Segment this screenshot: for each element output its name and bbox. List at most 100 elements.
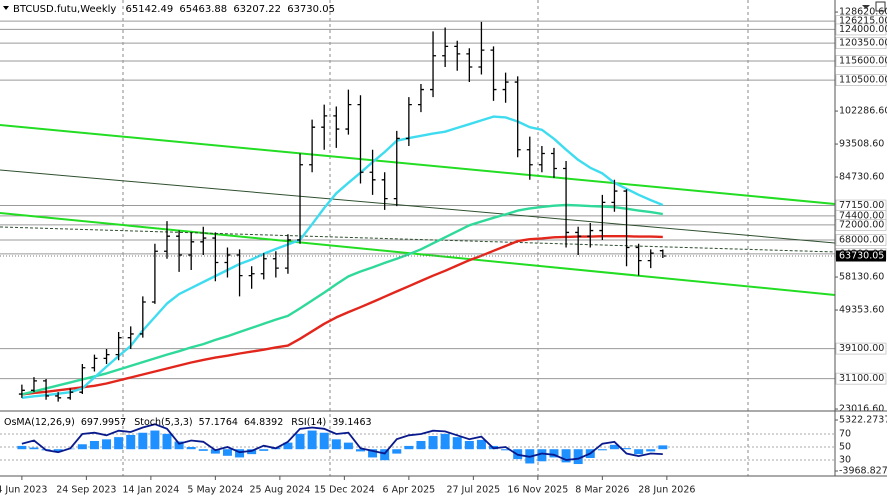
high-readout: 65463.88 <box>179 4 227 15</box>
level-label-box <box>835 342 887 355</box>
y-tick-label: 93508.60 <box>839 139 884 150</box>
level-label: 120350.00 <box>839 38 887 49</box>
open-readout: 65142.49 <box>126 4 174 15</box>
ohlc-bar <box>454 40 461 71</box>
ohlc-bar <box>284 234 291 274</box>
osma-bar <box>331 439 341 450</box>
ohlc-bar <box>393 130 400 207</box>
ohlc-bar <box>442 27 449 68</box>
moving-average <box>21 115 664 399</box>
ohlc-bar <box>417 83 424 113</box>
osma-bar <box>89 440 99 450</box>
ohlc-bar <box>212 232 219 282</box>
ohlc-bar <box>599 194 606 240</box>
moving-average <box>21 203 663 396</box>
osma-bar <box>102 439 112 450</box>
level-label: 68000.00 <box>839 234 884 245</box>
osma-bar <box>114 437 124 450</box>
ohlc-bar <box>139 296 146 338</box>
osma-bar <box>222 449 232 456</box>
osma-bar <box>174 441 184 450</box>
ohlc-bar <box>91 354 98 372</box>
ohlc-bar <box>550 147 557 178</box>
x-tick-label: 24 Sep 2023 <box>56 485 116 496</box>
level-label: 115600.00 <box>839 56 887 67</box>
scroll-button[interactable] <box>862 5 870 9</box>
level-label-box <box>835 372 887 385</box>
x-tick-label: 5 May 2024 <box>187 485 243 496</box>
level-label-box <box>835 74 887 86</box>
osma-bar <box>138 432 148 450</box>
y-tick-label: 84730.60 <box>839 172 884 183</box>
osma-bar <box>428 436 438 450</box>
oscillator-plot <box>0 423 835 465</box>
ohlc-bar <box>55 392 62 402</box>
axes: 128620.60 102286.60 93508.60 84730.60 58130.… <box>0 7 887 496</box>
level-label-box <box>835 23 887 36</box>
osma-bar <box>186 447 196 450</box>
ohlc-bar <box>381 172 388 210</box>
rsi-line <box>21 423 663 461</box>
ohlc-bar <box>151 243 158 304</box>
ohlc-bar <box>188 232 195 271</box>
ohlc-bar <box>79 363 86 395</box>
ohlc-bar <box>369 149 376 195</box>
osma-bar <box>440 433 450 450</box>
ohlc-bar <box>647 249 654 269</box>
osma-bar <box>476 439 486 450</box>
level-label-box <box>835 37 887 49</box>
osma-bar <box>17 445 27 450</box>
menu-arrow[interactable] <box>3 6 9 10</box>
rsi-tick-label: 50 <box>839 441 851 452</box>
ohlc-bar <box>248 266 255 289</box>
oscillator-header: OsMA(12,26,9) 697.9957 Stoch(5,3,3) 57.1… <box>4 417 372 428</box>
osma-bar <box>368 449 378 458</box>
ohlc-bar <box>623 189 630 267</box>
rsi-name: RSI(14) <box>291 417 326 428</box>
osma-bar <box>355 449 365 452</box>
ohlc-bar <box>478 21 485 75</box>
maximize-button[interactable] <box>875 1 886 12</box>
y-tick-label: 128620.60 <box>839 7 887 18</box>
level-label: 72000.00 <box>839 219 884 230</box>
x-tick-label: 27 Jul 2025 <box>446 485 500 496</box>
ohlc-bar <box>321 104 328 150</box>
vertical-separators <box>122 0 749 476</box>
rsi-tick-label: 30 <box>839 455 851 466</box>
osma-bar <box>319 432 329 450</box>
osma-bar <box>210 449 220 454</box>
y-tick-label: 102286.60 <box>839 106 887 117</box>
y-tick-label: 58130.60 <box>839 272 884 283</box>
ohlc-bar <box>272 251 279 278</box>
ohlc-bar <box>115 332 122 361</box>
osma-bar <box>150 430 160 450</box>
trend-line <box>0 123 835 205</box>
close-readout: 63730.05 <box>287 4 335 15</box>
ohlc-bar <box>357 95 364 184</box>
ohlc-bar <box>236 249 243 297</box>
level-label: 31100.00 <box>839 373 884 384</box>
ohlc-bar <box>176 230 183 272</box>
last-price-box <box>836 250 886 262</box>
osma-bar <box>126 434 136 450</box>
level-label: 110500.00 <box>839 75 887 86</box>
rsi-readout: 39.1463 <box>332 417 371 428</box>
ohlc-bar <box>563 161 570 248</box>
ohlc-bar <box>127 326 134 349</box>
osma-bar <box>235 449 245 458</box>
trend-line <box>0 169 835 244</box>
osma-bar <box>283 442 293 450</box>
osma-tick-label: -3968.8279 <box>839 465 887 476</box>
last-price-label: 63730.05 <box>839 250 884 261</box>
level-label: 124000.00 <box>839 24 887 35</box>
low-readout: 63207.22 <box>233 4 281 15</box>
x-tick-label: 28 Jun 2026 <box>638 485 695 496</box>
osma-bar <box>198 449 208 451</box>
level-label: 74400.00 <box>839 210 884 221</box>
osma-bar <box>259 449 269 451</box>
osma-bar <box>609 444 619 450</box>
stoch-readout: 64.8392 <box>244 417 283 428</box>
trend-line <box>0 226 835 253</box>
